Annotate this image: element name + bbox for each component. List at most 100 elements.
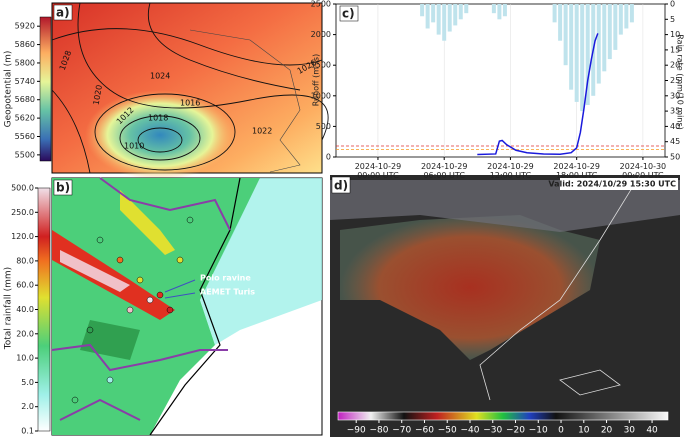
y-axis-label: Runoff (m³/s): [312, 54, 321, 106]
colorbar-tick-label: 5680: [15, 95, 35, 104]
valid-time: Valid: 2024/10/29 15:30 UTC: [548, 180, 676, 189]
rain-bar: [629, 4, 634, 23]
colorbar-tick-label: 0.1: [21, 427, 34, 436]
x-tick-label: 2024-10-29 12:00 UTC: [487, 162, 534, 180]
panel-label: b): [56, 181, 70, 195]
rain-bar: [574, 4, 579, 102]
y-tick-label: 500: [316, 122, 331, 131]
contour-label: 1020: [92, 84, 104, 106]
rain-bar: [431, 4, 436, 23]
colorbar-tick-label: 10.0: [16, 354, 34, 363]
colorbar-tick-label: 2.0: [21, 402, 34, 411]
colorbar-tick-label: −90: [347, 426, 366, 436]
colorbar-tick-label: 5920: [15, 22, 35, 31]
y2-tick-label: 25: [670, 76, 680, 85]
y2-tick-label: 35: [670, 107, 680, 116]
y2-tick-label: 30: [670, 91, 680, 100]
rain-bar: [464, 4, 469, 14]
rain-bar: [558, 4, 563, 41]
rain-bar: [580, 4, 585, 112]
colorbar-tick-label: −60: [415, 426, 434, 436]
rain-bar: [569, 4, 574, 90]
x-tick-label: 2024-10-29 06:00 UTC: [421, 162, 468, 180]
y2-tick-label: 5: [670, 15, 675, 24]
colorbar-tick-label: 5740: [15, 77, 35, 86]
colorbar-tick-label: −20: [506, 426, 525, 436]
y-tick-label: 2500: [311, 0, 331, 9]
y-tick-label: 2000: [311, 30, 331, 39]
colorbar-tick-label: 5560: [15, 132, 35, 141]
y2-tick-label: 40: [670, 122, 680, 131]
map-b: Poio ravine AEMET Turis b) Total rainfal…: [4, 177, 323, 436]
rain-bar: [447, 4, 452, 32]
colorbar-tick-label: 40.0: [16, 305, 34, 314]
y2-tick-label: 15: [670, 45, 680, 54]
y2-tick-label: 20: [670, 61, 680, 70]
contour-label: 1018: [148, 114, 168, 123]
colorbar-tick-label: 5800: [15, 58, 35, 67]
colorbar-tick-label: 40: [646, 426, 658, 436]
rain-bar: [436, 4, 441, 35]
panel-label: d): [334, 179, 348, 193]
rain-bar: [613, 4, 618, 50]
contour-label: 1022: [252, 127, 272, 136]
map-d: d) Valid: 2024/10/29 15:30 UTC: [330, 174, 680, 437]
rain-bar: [552, 4, 557, 23]
colorbar-tick-label: 10: [578, 426, 590, 436]
colorbar-tick-label: 60.0: [16, 281, 34, 290]
colorbar-tick-label: 20: [601, 426, 613, 436]
annotation: Poio ravine: [200, 274, 251, 283]
colorbar-tick-label: 5860: [15, 40, 35, 49]
y2-tick-label: 10: [670, 30, 680, 39]
colorbar-tick-label: 120.0: [11, 232, 34, 241]
runoff-line: [477, 33, 599, 156]
colorbar-tick-label: −80: [369, 426, 388, 436]
rain-bar: [607, 4, 612, 60]
y2-tick-label: 45: [670, 137, 680, 146]
colorbar-tick-label: −70: [392, 426, 411, 436]
contour-label: 1024: [150, 72, 170, 81]
colorbar-tick-label: 5.0: [21, 378, 34, 387]
colorbar-tick-label: 250.0: [11, 208, 34, 217]
colorbar-label: Geopotential (m): [4, 51, 14, 128]
colorbar-tick-label: 20.0: [16, 329, 34, 338]
colorbar-tick-label: 5620: [15, 114, 35, 123]
colorbar-tick-label: −50: [438, 426, 457, 436]
colorbar-tick-label: −30: [483, 426, 502, 436]
rain-bar: [442, 4, 447, 41]
rain-bar: [491, 4, 496, 14]
colorbar-tick-label: −10: [529, 426, 548, 436]
contour-label: 1010: [124, 142, 144, 151]
y-tick-label: 0: [326, 153, 331, 162]
y-tick-label: 1000: [311, 91, 331, 100]
rain-bar: [596, 4, 601, 84]
y2-tick-label: 50: [670, 153, 680, 162]
y2-tick-label: 0: [670, 0, 675, 9]
x-tick-label: 2024-10-29 00:00 UTC: [355, 162, 402, 180]
y-tick-label: 1500: [311, 61, 331, 70]
contour-label: 1016: [180, 99, 200, 108]
colorbar-label: Total rainfall (mm): [4, 267, 14, 350]
colorbar-tick-label: −40: [461, 426, 480, 436]
rain-bar: [420, 4, 425, 17]
y2-axis-label: Rain rate (mm/10 mins): [676, 34, 685, 129]
rain-bar: [602, 4, 607, 72]
rain-bar: [497, 4, 502, 20]
rain-bar: [585, 4, 590, 105]
rain-bar: [425, 4, 430, 29]
colorbar-tick-label: 80.0: [16, 256, 34, 265]
panel-label: c): [342, 7, 355, 21]
panel-label: a): [56, 6, 70, 20]
colorbar-tick-label: 30: [624, 426, 636, 436]
annotation: AEMET Turis: [200, 288, 255, 297]
rain-bar: [618, 4, 623, 35]
x-tick-label: 2024-10-29 18:00 UTC: [553, 162, 600, 180]
rain-bar: [563, 4, 568, 66]
colorbar-tick-label: 5500: [15, 150, 35, 159]
rain-bar: [624, 4, 629, 29]
rain-bar: [453, 4, 458, 26]
colorbar-tick-label: 500.0: [11, 184, 34, 193]
colorbar-tick-label: 0: [558, 426, 564, 436]
rain-bar: [458, 4, 463, 20]
